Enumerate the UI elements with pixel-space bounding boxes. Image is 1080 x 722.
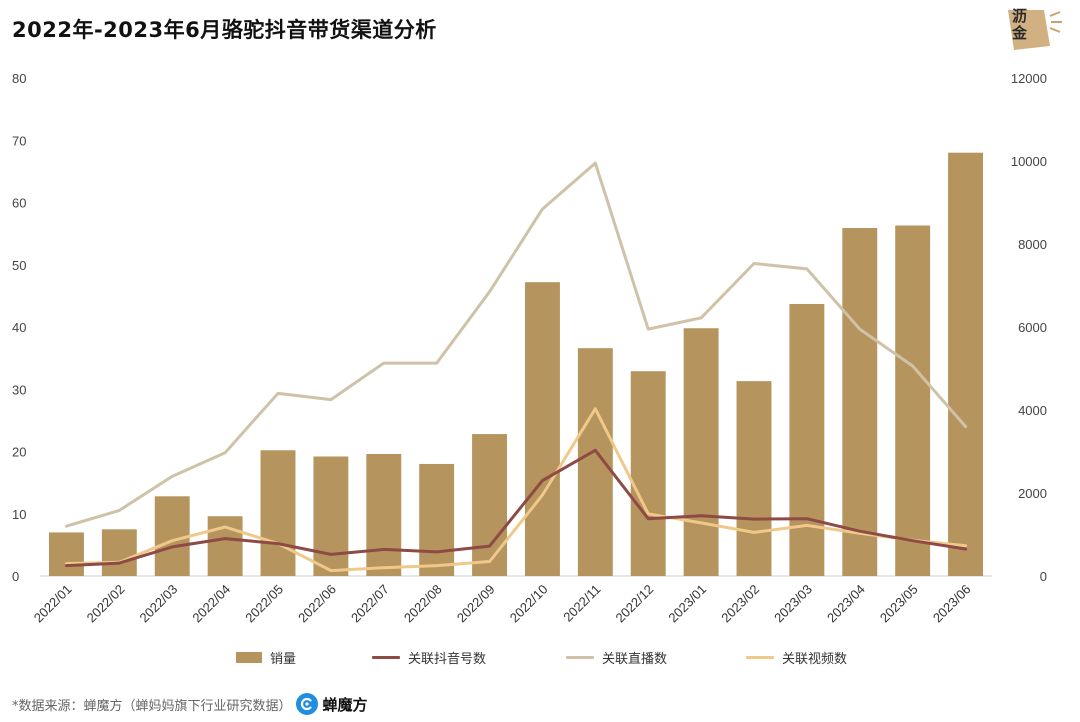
legend-swatch-douyin — [372, 656, 400, 659]
legend-item-douyin: 关联抖音号数 — [372, 648, 486, 667]
y-right-tick-label: 0 — [1040, 569, 1047, 584]
data-source-text: *数据来源：蝉魔方（蝉妈妈旗下行业研究数据） — [12, 698, 292, 714]
y-right-tick-label: 4000 — [1018, 403, 1047, 418]
legend-label-douyin: 关联抖音号数 — [408, 652, 487, 667]
bar-sales — [101, 529, 137, 576]
y-right-tick-label: 8000 — [1018, 237, 1047, 252]
y-left-tick-label: 10 — [12, 507, 26, 522]
x-tick-label: 2022/04 — [189, 582, 233, 626]
x-tick-label: 2022/01 — [31, 582, 75, 626]
brand-name: 蝉魔方 — [322, 695, 368, 714]
cicada-logo-icon — [295, 693, 318, 715]
chart-legend: 销量 关联抖音号数 关联直播数 关联视频数 — [0, 648, 1080, 670]
x-tick-label: 2022/11 — [560, 582, 603, 625]
x-tick-label: 2023/06 — [930, 582, 974, 626]
x-tick-label: 2023/02 — [718, 582, 762, 626]
line-videos — [64, 407, 968, 573]
tag-shape-icon — [1008, 10, 1062, 50]
x-tick-label: 2022/07 — [348, 582, 392, 626]
bar-sales — [524, 282, 560, 576]
y-left-tick-label: 40 — [12, 320, 26, 335]
line-live-streams — [64, 161, 968, 528]
x-tick-label: 2022/12 — [613, 582, 657, 626]
bar-sales — [895, 225, 931, 576]
x-tick-label: 2022/08 — [401, 582, 445, 626]
brand-tag-logo: 沥金 — [1004, 6, 1064, 52]
combo-chart: 0 10 20 30 40 50 60 70 80 0 2000 4000 6000 8000 10000 1… — [12, 71, 1047, 626]
bar-sales — [313, 456, 349, 576]
x-tick-label: 2023/04 — [824, 582, 868, 626]
x-tick-label: 2022/03 — [137, 582, 181, 626]
bar-sales — [683, 328, 719, 576]
legend-label-video: 关联视频数 — [782, 652, 848, 667]
legend-swatch-live — [566, 656, 594, 659]
x-tick-label: 2022/06 — [295, 582, 339, 626]
bar-sales — [577, 348, 613, 576]
y-left-tick-label: 70 — [12, 133, 26, 148]
brand-badge: 蝉魔方 — [295, 693, 368, 715]
y-left-tick-label: 60 — [12, 196, 26, 211]
y-right-tick-label: 10000 — [1011, 154, 1047, 169]
legend-swatch-video — [746, 656, 774, 659]
y-right-tick-label: 6000 — [1018, 320, 1047, 335]
y-left-tick-label: 30 — [12, 382, 26, 397]
legend-item-video: 关联视频数 — [746, 648, 847, 667]
legend-item-live: 关联直播数 — [566, 648, 667, 667]
legend-label-live: 关联直播数 — [602, 652, 668, 667]
x-tick-label: 2022/09 — [454, 582, 498, 626]
brand-tag-text: 沥金 — [1012, 7, 1028, 42]
x-tick-label: 2022/05 — [242, 582, 286, 626]
bar-sales — [419, 463, 455, 576]
legend-item-sales: 销量 — [236, 648, 296, 667]
y-left-tick-label: 20 — [12, 445, 26, 460]
line-douyin-accounts — [64, 448, 968, 568]
x-tick-label: 2023/03 — [771, 582, 815, 626]
bar-sales — [260, 450, 296, 576]
bar-sales — [630, 371, 666, 576]
y-right-tick-label: 12000 — [1011, 71, 1047, 86]
bar-sales — [842, 228, 878, 576]
legend-swatch-sales — [236, 652, 262, 663]
chart-title: 2022年-2023年6月骆驼抖音带货渠道分析 — [12, 18, 437, 42]
bar-sales — [48, 532, 84, 576]
chart-area: 0 10 20 30 40 50 60 70 80 0 2000 4000 6000 8000 10000 1… — [0, 60, 1080, 670]
y-left-tick-label: 0 — [12, 569, 19, 584]
x-tick-label: 2023/01 — [665, 582, 709, 626]
data-source-footer: *数据来源：蝉魔方（蝉妈妈旗下行业研究数据） 蝉魔方 — [12, 693, 368, 715]
y-left-tick-label: 80 — [12, 71, 26, 86]
bar-sales — [789, 303, 825, 576]
bar-sales — [207, 516, 243, 576]
bar-sales — [366, 453, 402, 576]
bar-sales — [472, 434, 508, 576]
bar-sales — [736, 381, 772, 576]
x-tick-label: 2022/02 — [84, 582, 128, 626]
x-tick-label: 2022/10 — [507, 582, 551, 626]
y-left-tick-label: 50 — [12, 258, 26, 273]
bar-sales — [948, 152, 984, 576]
legend-label-sales: 销量 — [270, 652, 297, 667]
y-right-tick-label: 2000 — [1018, 486, 1047, 501]
x-tick-label: 2023/05 — [877, 582, 921, 626]
